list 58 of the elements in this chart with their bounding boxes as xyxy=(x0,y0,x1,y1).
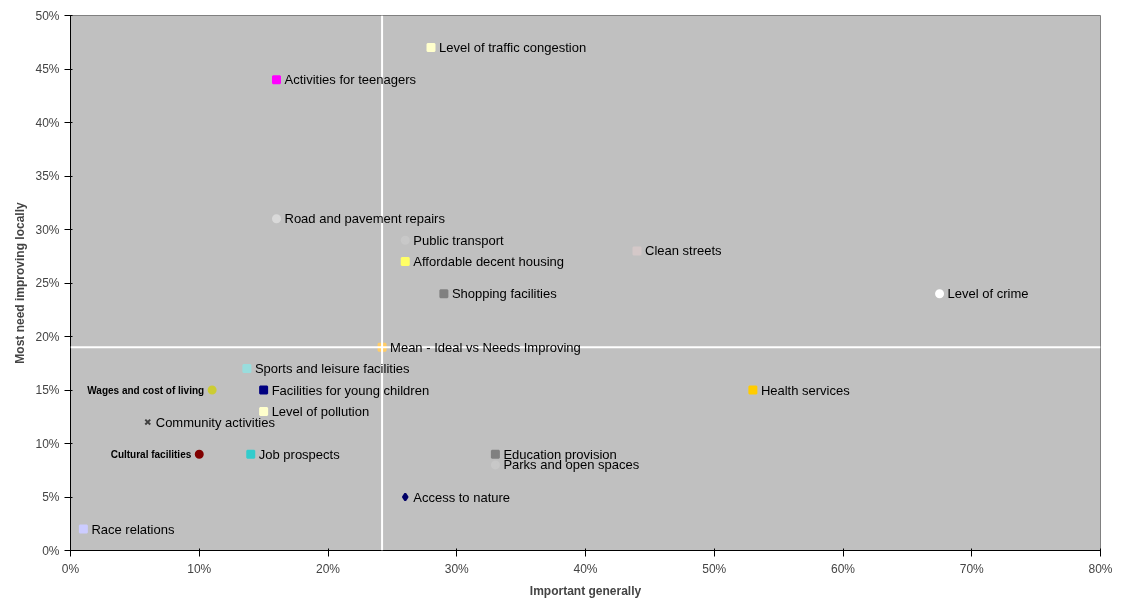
series-label: Affordable decent housing xyxy=(413,254,565,270)
y-tick-label: 0% xyxy=(42,543,60,558)
y-tick-label: 50% xyxy=(35,8,60,23)
series-label: Facilities for young children xyxy=(271,382,430,398)
y-tick-label: 25% xyxy=(35,276,60,290)
x-tick-label: 40% xyxy=(573,561,598,576)
y-tick-label: 40% xyxy=(35,115,60,130)
point xyxy=(748,385,758,395)
series-label: Shopping facilities xyxy=(451,286,558,302)
point xyxy=(207,385,217,395)
point xyxy=(144,418,152,426)
point xyxy=(259,406,269,416)
point xyxy=(401,492,409,502)
point xyxy=(490,449,500,459)
point xyxy=(439,289,449,299)
series-label: Level of pollution xyxy=(271,403,370,419)
y-tick-label: 30% xyxy=(35,222,60,237)
point xyxy=(242,364,252,374)
y-tick-label: 45% xyxy=(35,62,60,76)
point xyxy=(272,75,281,85)
point xyxy=(935,289,945,299)
y-tick-label: 10% xyxy=(35,436,60,451)
series-label: Mean - Ideal vs Needs Improving xyxy=(390,339,581,355)
point xyxy=(194,449,204,459)
series-label: Level of traffic congestion xyxy=(439,40,587,56)
x-tick-label: 70% xyxy=(959,561,985,576)
y-tick-label: 5% xyxy=(42,490,60,504)
series-label: Health services xyxy=(760,382,851,398)
series-label: Wages and cost of living xyxy=(87,384,205,396)
series-label: Race relations xyxy=(91,521,175,537)
y-tick-label: 35% xyxy=(35,169,60,183)
x-tick-label: 30% xyxy=(444,561,470,576)
series-label: Clean streets xyxy=(645,243,723,259)
series-label: Cultural facilities xyxy=(110,448,192,460)
x-tick-label: 0% xyxy=(61,561,80,576)
x-tick-label: 80% xyxy=(1088,561,1113,576)
point xyxy=(400,257,410,267)
point xyxy=(490,460,500,470)
y-tick-label: 15% xyxy=(35,383,60,397)
point xyxy=(246,449,256,459)
series-label: Public transport xyxy=(413,232,504,248)
point xyxy=(426,43,436,53)
y-axis-title: Most need improving locally xyxy=(13,201,28,364)
y-tick-label: 20% xyxy=(35,329,60,344)
series-label: Road and pavement repairs xyxy=(284,211,446,227)
point xyxy=(259,385,269,395)
x-axis-title: Important generally xyxy=(529,583,642,598)
x-tick-label: 60% xyxy=(830,561,856,576)
point xyxy=(78,524,88,534)
series-label: Access to nature xyxy=(413,489,511,505)
series-label: Job prospects xyxy=(258,446,341,462)
x-tick-label: 10% xyxy=(187,561,212,576)
x-tick-label: 50% xyxy=(702,561,727,576)
series-label: Activities for teenagers xyxy=(284,72,417,88)
point xyxy=(272,214,281,224)
x-tick-label: 20% xyxy=(315,561,341,576)
series-label: Level of crime xyxy=(947,286,1029,302)
series-label: Sports and leisure facilities xyxy=(254,361,411,377)
